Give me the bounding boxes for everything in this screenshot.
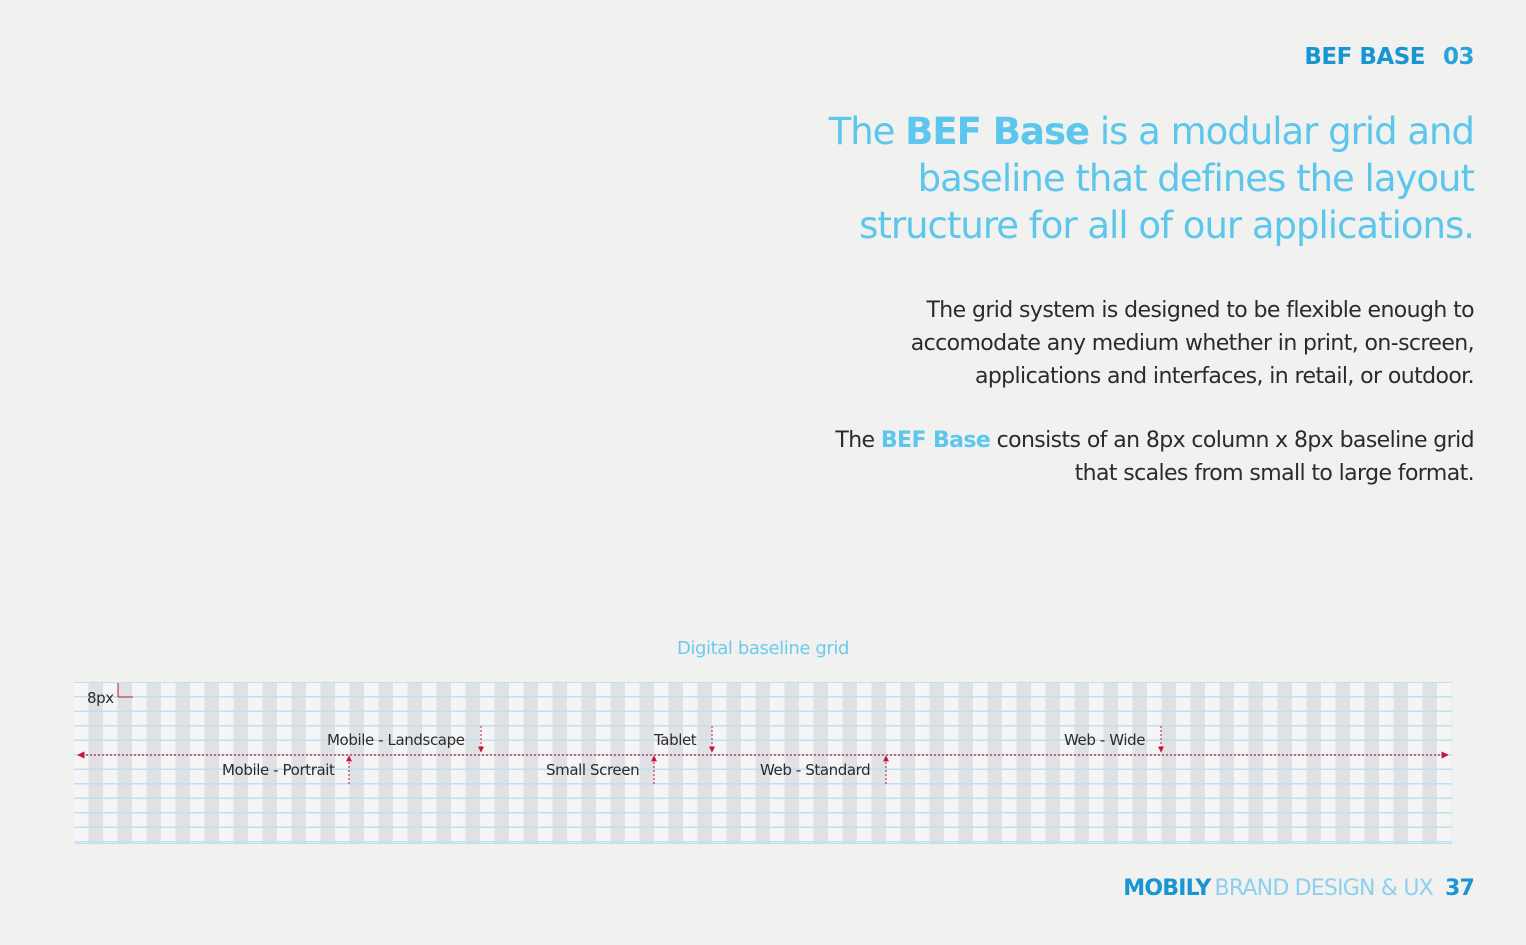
- web-standard-label: Web - Standard: [760, 761, 871, 779]
- body-p1-line: The grid system is designed to be flexib…: [926, 298, 1474, 323]
- body-paragraph-1: The grid system is designed to be flexib…: [754, 294, 1475, 393]
- web-wide-label: Web - Wide: [1064, 731, 1146, 749]
- footer-subtitle: BRAND DESIGN & UX: [1214, 876, 1434, 901]
- headline-line1-rest: is a modular grid and: [1089, 110, 1475, 153]
- baseline-grid: [74, 682, 1452, 844]
- headline-line3: structure for all of our applications.: [859, 204, 1475, 247]
- grid-caption: Digital baseline grid: [676, 638, 850, 659]
- body-p1-line: accomodate any medium whether in print, …: [910, 331, 1475, 356]
- body-p2-emphasis: BEF Base: [880, 428, 991, 453]
- headline-line2: baseline that defines the layout: [917, 157, 1475, 200]
- body-p2-line2: that scales from small to large format.: [1074, 461, 1475, 486]
- small-screen-label: Small Screen: [546, 761, 640, 779]
- body-paragraph-2: The BEF Base consists of an 8px column x…: [754, 424, 1474, 490]
- body-p2-prefix: The: [835, 428, 881, 453]
- section-number: 03: [1442, 44, 1475, 70]
- headline: The BEF Base is a modular grid and basel…: [774, 108, 1475, 249]
- tablet-label: Tablet: [654, 731, 697, 749]
- headline-prefix: The: [828, 110, 906, 153]
- footer-brand: MOBILY: [1123, 876, 1211, 901]
- footer: MOBILY BRAND DESIGN & UX 37: [1123, 876, 1475, 901]
- section-title: BEF BASE: [1304, 44, 1425, 70]
- body-p2-rest: consists of an 8px column x 8px baseline…: [990, 428, 1475, 453]
- section-header: BEF BASE 03: [1304, 44, 1474, 70]
- body-p1-line: applications and interfaces, in retail, …: [974, 364, 1475, 389]
- page-number: 37: [1444, 876, 1475, 901]
- headline-emphasis: BEF Base: [905, 110, 1090, 153]
- unit-label: 8px: [87, 689, 114, 707]
- mobile-portrait-label: Mobile - Portrait: [222, 761, 335, 779]
- mobile-landscape-label: Mobile - Landscape: [327, 731, 465, 749]
